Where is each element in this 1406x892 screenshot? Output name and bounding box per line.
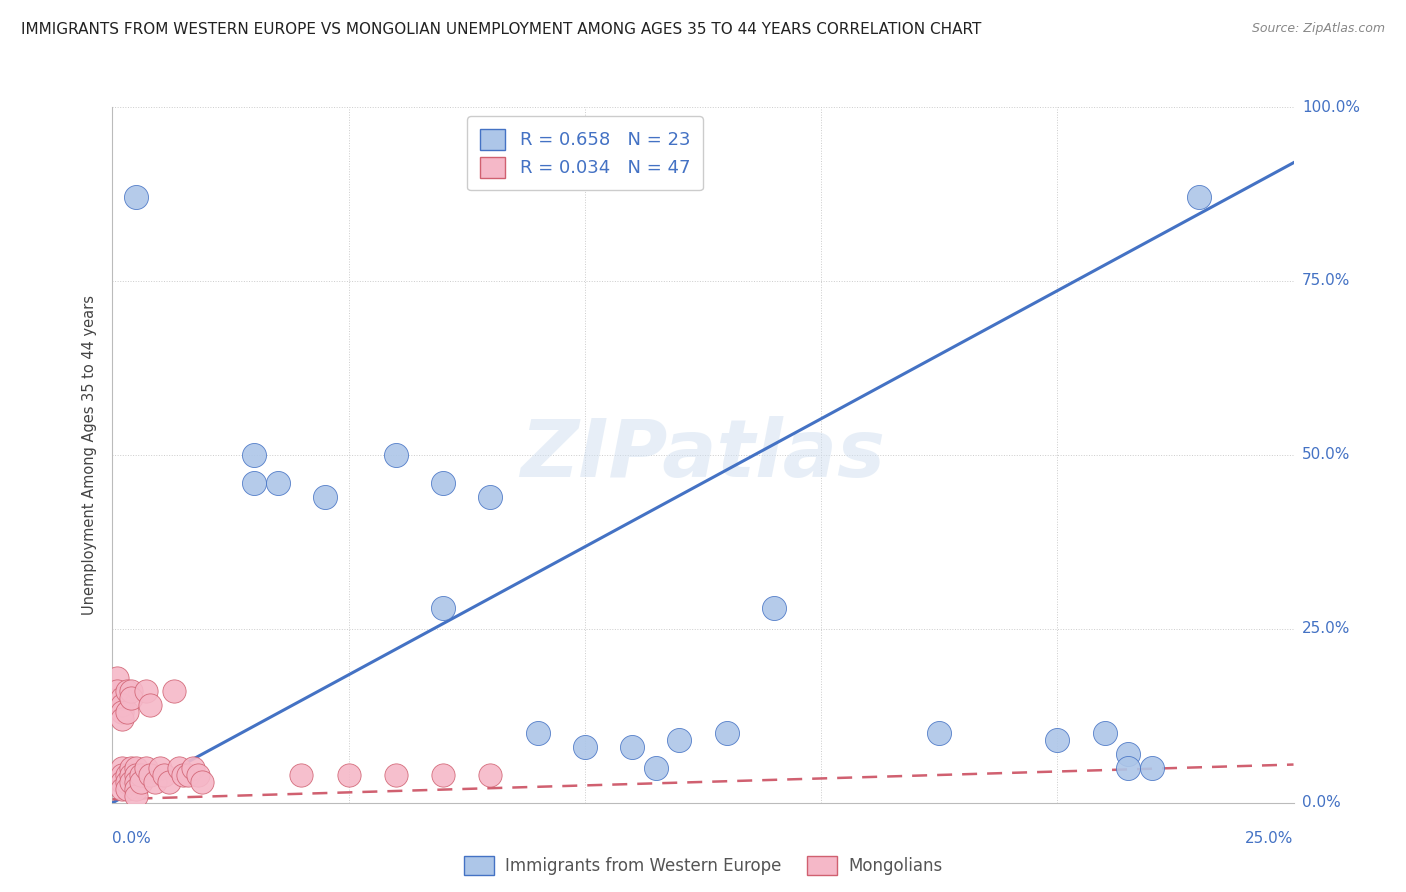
Point xyxy=(143,775,166,789)
Point xyxy=(177,768,200,782)
Point xyxy=(120,768,142,782)
Point xyxy=(120,775,142,789)
Point xyxy=(243,448,266,462)
Point xyxy=(115,768,138,782)
Text: 50.0%: 50.0% xyxy=(1302,448,1350,462)
Point xyxy=(153,768,176,782)
Point xyxy=(167,761,190,775)
Point xyxy=(139,768,162,782)
Point xyxy=(181,761,204,775)
Point xyxy=(385,768,408,782)
Point xyxy=(479,490,502,504)
Point xyxy=(290,768,312,782)
Point xyxy=(716,726,738,740)
Point xyxy=(149,761,172,775)
Point xyxy=(111,706,134,720)
Point xyxy=(139,698,162,713)
Point xyxy=(120,684,142,698)
Point xyxy=(432,601,454,615)
Point xyxy=(125,190,148,204)
Text: 0.0%: 0.0% xyxy=(112,830,152,846)
Point xyxy=(337,768,360,782)
Point xyxy=(125,761,148,775)
Point xyxy=(115,706,138,720)
Text: 0.0%: 0.0% xyxy=(1302,796,1340,810)
Legend: Immigrants from Western Europe, Mongolians: Immigrants from Western Europe, Mongolia… xyxy=(454,846,952,885)
Point xyxy=(157,775,180,789)
Point xyxy=(105,671,128,685)
Point xyxy=(928,726,950,740)
Point xyxy=(129,768,152,782)
Point xyxy=(111,781,134,796)
Point xyxy=(267,475,290,490)
Point xyxy=(111,691,134,706)
Point xyxy=(1046,733,1069,747)
Point xyxy=(115,684,138,698)
Point xyxy=(186,768,208,782)
Point xyxy=(668,733,690,747)
Point xyxy=(172,768,194,782)
Point xyxy=(432,768,454,782)
Text: 25.0%: 25.0% xyxy=(1302,622,1350,636)
Text: 75.0%: 75.0% xyxy=(1302,274,1350,288)
Point xyxy=(1188,190,1211,204)
Point xyxy=(479,768,502,782)
Point xyxy=(111,768,134,782)
Text: 100.0%: 100.0% xyxy=(1302,100,1360,114)
Point xyxy=(125,789,148,803)
Point xyxy=(163,684,186,698)
Point xyxy=(111,698,134,713)
Point xyxy=(526,726,548,740)
Point xyxy=(191,775,214,789)
Text: IMMIGRANTS FROM WESTERN EUROPE VS MONGOLIAN UNEMPLOYMENT AMONG AGES 35 TO 44 YEA: IMMIGRANTS FROM WESTERN EUROPE VS MONGOL… xyxy=(21,22,981,37)
Point xyxy=(120,691,142,706)
Point xyxy=(762,601,785,615)
Point xyxy=(385,448,408,462)
Point xyxy=(1094,726,1116,740)
Text: Source: ZipAtlas.com: Source: ZipAtlas.com xyxy=(1251,22,1385,36)
Point xyxy=(125,775,148,789)
Point xyxy=(115,775,138,789)
Point xyxy=(1140,761,1163,775)
Point xyxy=(111,775,134,789)
Y-axis label: Unemployment Among Ages 35 to 44 years: Unemployment Among Ages 35 to 44 years xyxy=(82,295,97,615)
Point xyxy=(314,490,336,504)
Point xyxy=(135,761,157,775)
Point xyxy=(135,684,157,698)
Point xyxy=(243,475,266,490)
Point xyxy=(111,761,134,775)
Point xyxy=(120,761,142,775)
Point xyxy=(125,781,148,796)
Point xyxy=(129,775,152,789)
Point xyxy=(1116,747,1139,761)
Point xyxy=(111,712,134,726)
Text: ZIPatlas: ZIPatlas xyxy=(520,416,886,494)
Point xyxy=(644,761,666,775)
Point xyxy=(621,740,644,755)
Point xyxy=(1116,761,1139,775)
Text: 25.0%: 25.0% xyxy=(1246,830,1294,846)
Point xyxy=(432,475,454,490)
Point xyxy=(115,781,138,796)
Point xyxy=(125,768,148,782)
Point xyxy=(105,684,128,698)
Point xyxy=(574,740,596,755)
